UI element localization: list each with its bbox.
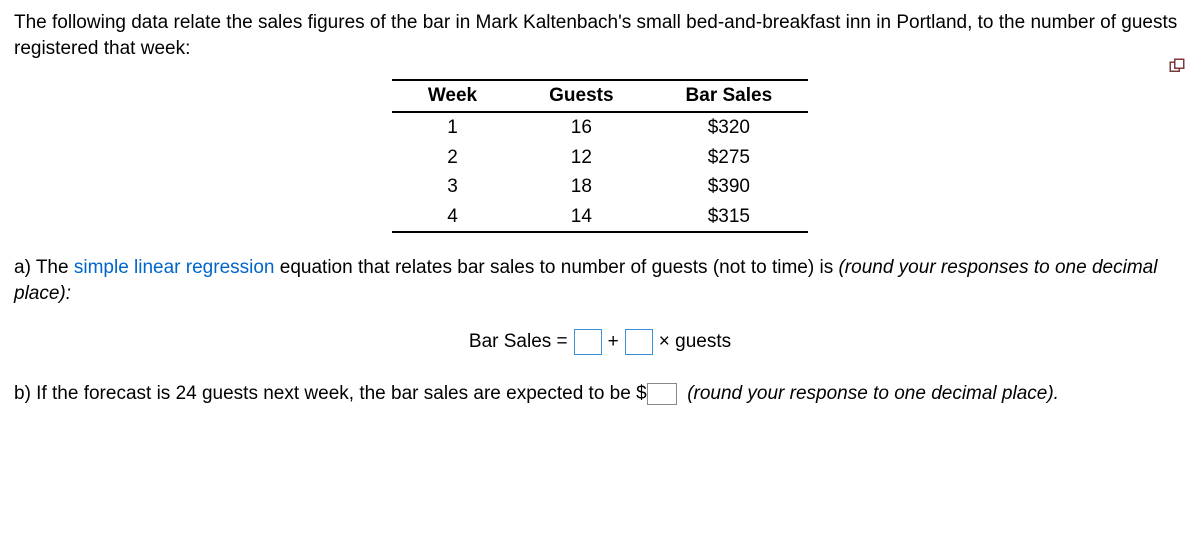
plus-sign: + <box>608 329 619 355</box>
part-b-italic: (round your response to one decimal plac… <box>687 383 1059 404</box>
part-a-mid: equation that relates bar sales to numbe… <box>275 257 839 278</box>
cell-guests: 16 <box>513 112 649 143</box>
col-guests: Guests <box>513 80 649 112</box>
table-row: 2 12 $275 <box>392 143 808 173</box>
intro-text: The following data relate the sales figu… <box>14 10 1186 61</box>
cell-guests: 14 <box>513 202 649 233</box>
part-a-text: a) The simple linear regression equation… <box>14 255 1186 306</box>
cell-guests: 12 <box>513 143 649 173</box>
equation-lhs: Bar Sales = <box>469 329 568 355</box>
part-b-prefix: b) If the forecast is 24 guests next wee… <box>14 383 647 404</box>
cell-guests: 18 <box>513 172 649 202</box>
cell-sales: $320 <box>650 112 809 143</box>
cell-week: 4 <box>392 202 513 233</box>
cell-sales: $275 <box>650 143 809 173</box>
table-row: 4 14 $315 <box>392 202 808 233</box>
equation-row: Bar Sales = + × guests <box>14 329 1186 355</box>
part-b-text: b) If the forecast is 24 guests next wee… <box>14 381 1186 407</box>
cell-week: 2 <box>392 143 513 173</box>
data-table: Week Guests Bar Sales 1 16 $320 2 12 $27… <box>392 79 808 233</box>
cell-sales: $390 <box>650 172 809 202</box>
part-a-prefix: a) The <box>14 257 74 278</box>
cell-week: 3 <box>392 172 513 202</box>
col-bar-sales: Bar Sales <box>650 80 809 112</box>
table-row: 1 16 $320 <box>392 112 808 143</box>
table-header-row: Week Guests Bar Sales <box>392 80 808 112</box>
data-table-container: Week Guests Bar Sales 1 16 $320 2 12 $27… <box>14 79 1186 233</box>
popout-icon[interactable] <box>1168 57 1186 75</box>
col-week: Week <box>392 80 513 112</box>
forecast-sales-input[interactable] <box>647 383 677 405</box>
intercept-input[interactable] <box>574 329 602 355</box>
cell-sales: $315 <box>650 202 809 233</box>
equation-suffix: × guests <box>659 329 731 355</box>
term-linear-regression[interactable]: simple linear regression <box>74 257 275 278</box>
cell-week: 1 <box>392 112 513 143</box>
table-row: 3 18 $390 <box>392 172 808 202</box>
slope-input[interactable] <box>625 329 653 355</box>
